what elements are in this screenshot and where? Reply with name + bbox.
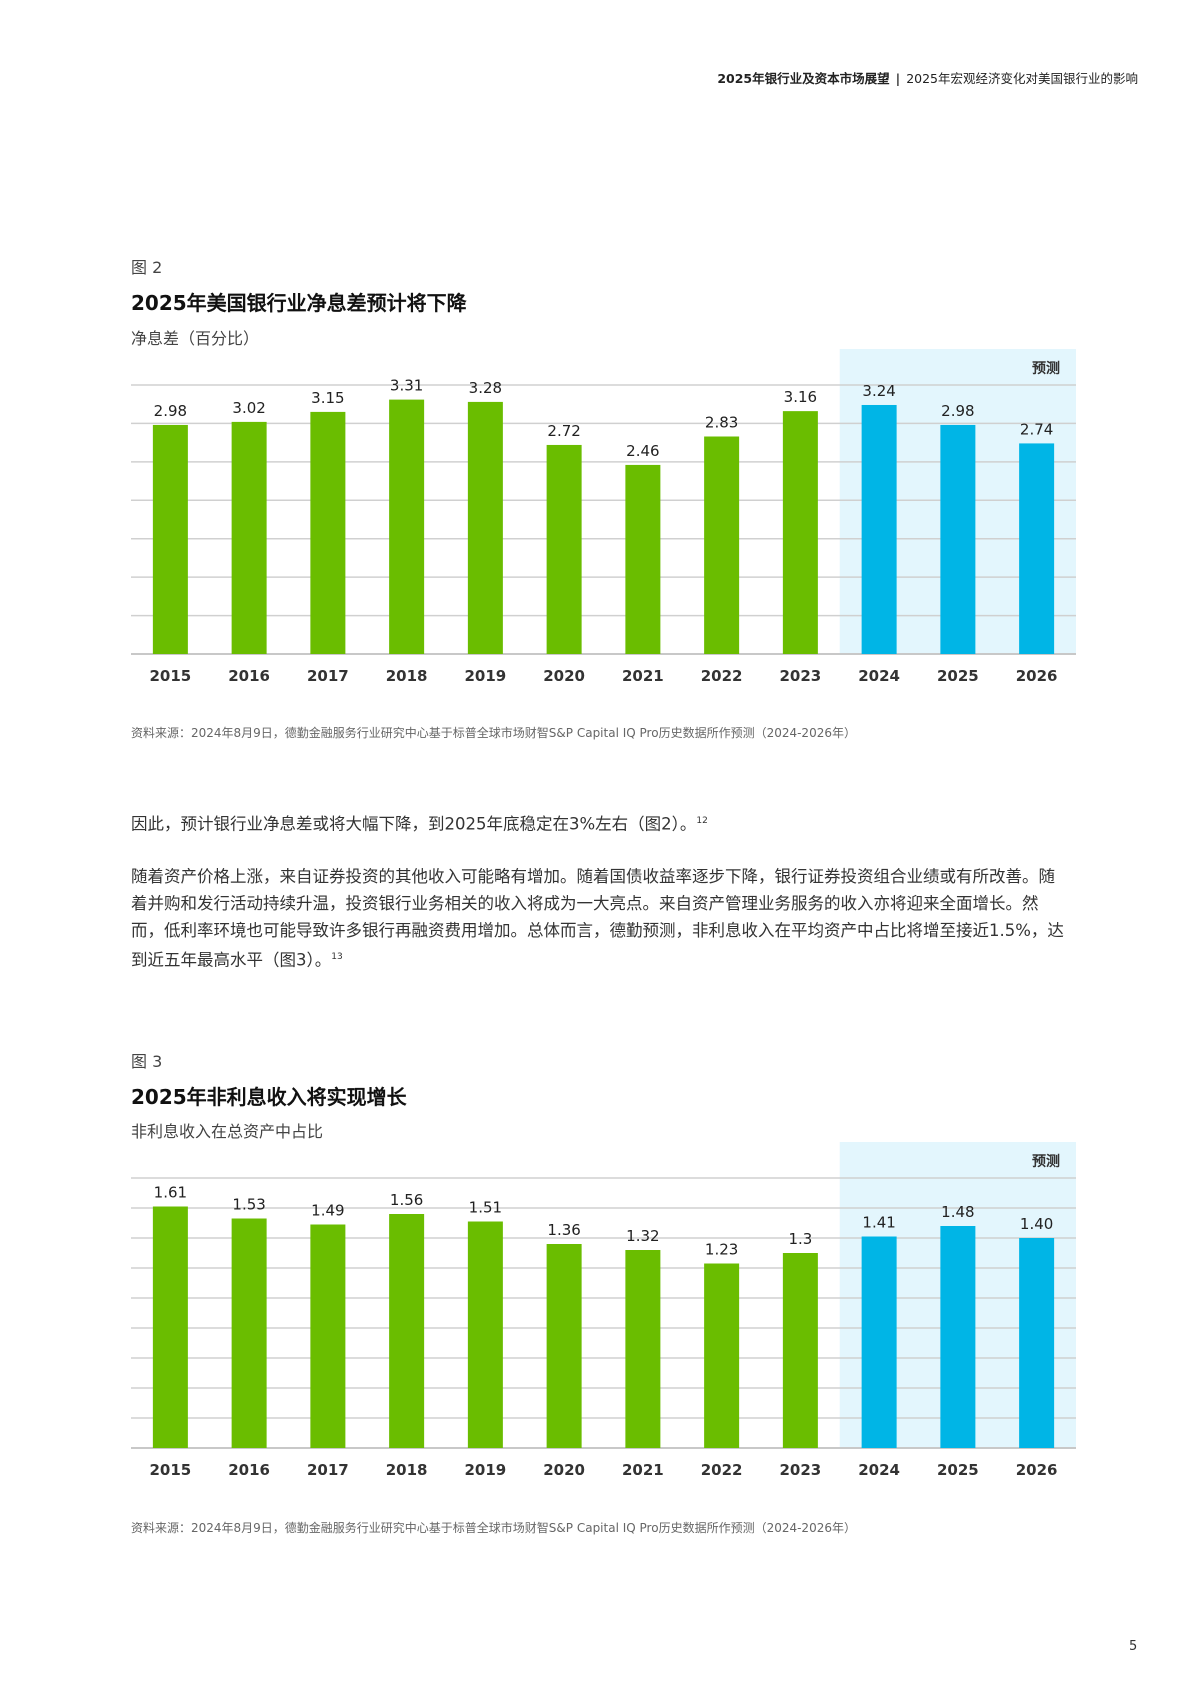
figure2-title: 2025年美国银行业净息差预计将下降: [131, 291, 467, 315]
x-tick-2019: 2019: [465, 667, 507, 685]
figure3-label: 图 3: [131, 1052, 163, 1071]
data-label-2026: 2.74: [1020, 420, 1053, 438]
bar-2023: [782, 1253, 818, 1448]
bar-2025: [940, 1226, 976, 1448]
data-label-2018: 3.31: [390, 377, 423, 395]
bar-2016: [231, 421, 267, 654]
x-tick-2016: 2016: [228, 1461, 270, 1479]
footnote-ref[interactable]: 12: [696, 816, 708, 826]
bar-2017: [310, 411, 346, 654]
x-tick-2022: 2022: [701, 1461, 743, 1479]
figure3-source: 资料来源：2024年8月9日，德勤金融服务行业研究中心基于标普全球市场财智S&P…: [131, 1521, 856, 1535]
bar-2016: [231, 1218, 267, 1448]
bar-2020: [546, 444, 582, 654]
bar-2026: [1019, 443, 1055, 654]
x-tick-2018: 2018: [386, 1461, 428, 1479]
bar-2026: [1019, 1238, 1055, 1448]
data-label-2015: 2.98: [154, 402, 187, 420]
paragraph-1-text: 因此，预计银行业净息差或将大幅下降，到2025年底稳定在3%左右（图2）。: [131, 814, 697, 834]
bar-2015: [152, 424, 188, 654]
paragraph-2-text: 随着资产价格上涨，来自证券投资的其他收入可能略有增加。随着国债收益率逐步下降，银…: [131, 867, 1064, 970]
bar-2021: [625, 464, 661, 654]
bar-2018: [389, 399, 425, 654]
data-label-2023: 3.16: [784, 388, 817, 406]
bar-2019: [467, 401, 503, 654]
x-tick-2026: 2026: [1016, 667, 1058, 685]
x-tick-2020: 2020: [543, 667, 585, 685]
data-label-2019: 1.51: [469, 1199, 502, 1217]
data-label-2022: 1.23: [705, 1241, 738, 1259]
x-tick-2025: 2025: [937, 667, 979, 685]
data-label-2025: 2.98: [941, 402, 974, 420]
bar-2025: [940, 424, 976, 654]
x-tick-2016: 2016: [228, 667, 270, 685]
x-tick-2022: 2022: [701, 667, 743, 685]
forecast-label: 预测: [1032, 360, 1060, 377]
x-tick-2024: 2024: [858, 1461, 900, 1479]
data-label-2022: 2.83: [705, 413, 738, 431]
data-label-2017: 1.49: [311, 1202, 344, 1220]
x-tick-2019: 2019: [465, 1461, 507, 1479]
bar-2019: [467, 1221, 503, 1448]
x-tick-2021: 2021: [622, 1461, 664, 1479]
data-label-2023: 1.3: [788, 1230, 812, 1248]
bar-2022: [704, 436, 740, 654]
data-label-2021: 1.32: [626, 1227, 659, 1245]
x-tick-2025: 2025: [937, 1461, 979, 1479]
data-label-2024: 1.41: [862, 1214, 895, 1232]
x-tick-2015: 2015: [150, 1461, 192, 1479]
x-tick-2024: 2024: [858, 667, 900, 685]
x-tick-2021: 2021: [622, 667, 664, 685]
x-tick-2018: 2018: [386, 667, 428, 685]
bar-2024: [861, 1236, 897, 1448]
report-title: 2025年银行业及资本市场展望: [717, 71, 890, 86]
footnote-ref[interactable]: 13: [331, 952, 343, 962]
page-number: 5: [1129, 1639, 1138, 1654]
data-label-2016: 3.02: [232, 399, 265, 417]
x-tick-2017: 2017: [307, 667, 349, 685]
data-label-2017: 3.15: [311, 389, 344, 407]
data-label-2020: 1.36: [547, 1221, 580, 1239]
data-label-2015: 1.61: [154, 1184, 187, 1202]
paragraph-2: 随着资产价格上涨，来自证券投资的其他收入可能略有增加。随着国债收益率逐步下降，银…: [131, 863, 1071, 974]
header-separator: |: [895, 71, 901, 86]
figure2-source: 资料来源：2024年8月9日，德勤金融服务行业研究中心基于标普全球市场财智S&P…: [131, 726, 856, 740]
data-label-2024: 3.24: [862, 382, 895, 400]
bar-2020: [546, 1244, 582, 1448]
bar-2015: [152, 1206, 188, 1448]
bar-2021: [625, 1250, 661, 1448]
paragraph-1: 因此，预计银行业净息差或将大幅下降，到2025年底稳定在3%左右（图2）。12: [131, 808, 1071, 838]
running-header: 2025年银行业及资本市场展望 | 2025年宏观经济变化对美国银行业的影响: [717, 68, 1138, 87]
data-label-2025: 1.48: [941, 1203, 974, 1221]
data-label-2021: 2.46: [626, 442, 659, 460]
data-label-2019: 3.28: [469, 379, 502, 397]
forecast-label: 预测: [1032, 1153, 1060, 1170]
figure3-subtitle: 非利息收入在总资产中占比: [131, 1122, 324, 1141]
x-tick-2017: 2017: [307, 1461, 349, 1479]
figure2-chart: 预测 2.98 2015 3.02 2016 3.15 2017 3.31 2018 3.28 20…: [131, 349, 1076, 685]
x-tick-2015: 2015: [150, 667, 192, 685]
bar-2023: [782, 411, 818, 654]
data-label-2020: 2.72: [547, 422, 580, 440]
bar-2024: [861, 404, 897, 654]
bar-2022: [704, 1263, 740, 1448]
data-label-2016: 1.53: [232, 1196, 265, 1214]
x-tick-2020: 2020: [543, 1461, 585, 1479]
data-label-2026: 1.40: [1020, 1215, 1053, 1233]
section-title: 2025年宏观经济变化对美国银行业的影响: [906, 71, 1138, 86]
x-tick-2023: 2023: [780, 667, 822, 685]
figure2-subtitle: 净息差（百分比）: [131, 329, 260, 348]
x-tick-2026: 2026: [1016, 1461, 1058, 1479]
bar-2018: [389, 1214, 425, 1448]
figure2-label: 图 2: [131, 258, 163, 277]
figure3-chart: 预测 1.61 2015 1.53 2016 1.49 2017 1.56 2018 1.51 20…: [131, 1142, 1076, 1479]
bar-2017: [310, 1224, 346, 1448]
x-tick-2023: 2023: [780, 1461, 822, 1479]
data-label-2018: 1.56: [390, 1191, 423, 1209]
figure3-title: 2025年非利息收入将实现增长: [131, 1085, 407, 1109]
